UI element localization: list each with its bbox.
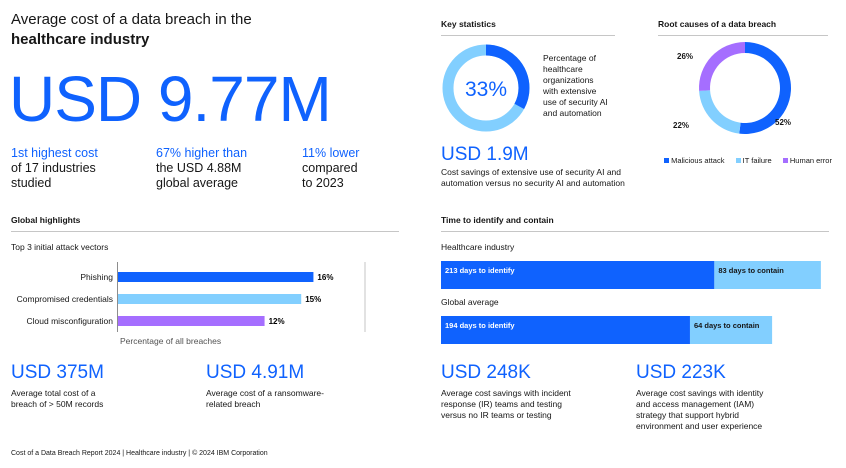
- fact-1-highlight: 1st highest cost: [11, 146, 98, 160]
- contain-bar-healthcare: [714, 261, 821, 289]
- stat-ir-teams: USD 248K Average cost savings with incid…: [441, 362, 571, 421]
- fact-2-line-3: global average: [156, 176, 239, 190]
- ai-desc-line: Percentage of: [543, 53, 596, 63]
- ai-usage-donut: 33%: [442, 44, 530, 132]
- fact-3: 11% lower compared to 2023: [302, 146, 359, 191]
- legend-label-human-error: Human error: [789, 156, 832, 165]
- ai-savings-description: Cost savings of extensive use of securit…: [441, 167, 625, 189]
- legend-swatch-human-error: [782, 158, 788, 163]
- stat-desc-line: related breach: [206, 399, 261, 409]
- legend-swatch-malicious: [664, 158, 669, 163]
- title-line-2: healthcare industry: [11, 31, 150, 48]
- stat-desc-line: breach of > 50M records: [11, 399, 104, 409]
- root-cause-slice-it-failure: [699, 90, 741, 134]
- fact-2-line-2: the USD 4.88M: [156, 161, 242, 175]
- ai-desc-line: and automation: [543, 108, 602, 118]
- time-chart: 213 days to identify 83 days to contain …: [441, 261, 821, 344]
- ai-savings-line: automation versus no security AI and aut…: [441, 178, 625, 188]
- vector-bar-phishing: [118, 272, 314, 282]
- root-cause-slice-human-error: [699, 42, 745, 91]
- stat-iam-value: USD 223K: [636, 362, 726, 383]
- fact-2-highlight: 67% higher than: [156, 146, 248, 160]
- ai-donut-value: 33%: [465, 78, 507, 101]
- stat-ransomware-desc: Average cost of a ransomware- related br…: [206, 388, 324, 410]
- root-cause-label-human-error: 26%: [677, 52, 693, 61]
- footer-text: Cost of a Data Breach Report 2024 | Heal…: [11, 450, 268, 457]
- headline-value: USD 9.77M: [9, 63, 332, 135]
- title-line-1: Average cost of a data breach in the: [11, 11, 252, 28]
- attack-vectors-chart: 16% 15% 12%: [117, 262, 366, 332]
- fact-1: 1st highest cost of 17 industries studie…: [11, 146, 98, 191]
- vector-label-phishing: Phishing: [80, 272, 113, 282]
- vector-value-credentials: 15%: [305, 295, 321, 304]
- legend-label-it-failure: IT failure: [742, 156, 772, 165]
- ai-donut-description: Percentage of healthcare organizations w…: [543, 53, 608, 119]
- identify-label-global: 194 days to identify: [445, 321, 515, 330]
- root-causes-legend: Malicious attack IT failure Human error: [664, 155, 832, 166]
- stat-desc-line: environment and user experience: [636, 421, 763, 431]
- stat-iam: USD 223K Average cost savings with ident…: [636, 362, 763, 432]
- stat-ransomware: USD 4.91M Average cost of a ransomware- …: [206, 362, 324, 410]
- global-highlights-heading: Global highlights: [11, 215, 81, 225]
- ai-savings-line: Cost savings of extensive use of securit…: [441, 167, 622, 177]
- fact-2: 67% higher than the USD 4.88M global ave…: [156, 146, 247, 191]
- ai-desc-line: healthcare: [543, 64, 583, 74]
- legend-label-malicious: Malicious attack: [671, 156, 725, 165]
- stat-ir-value: USD 248K: [441, 362, 531, 383]
- attack-vectors-heading: Top 3 initial attack vectors: [11, 242, 109, 252]
- contain-label-healthcare: 83 days to contain: [718, 266, 784, 275]
- stat-desc-line: Average cost of a ransomware-: [206, 388, 324, 398]
- identify-bar-healthcare: [441, 261, 715, 289]
- legend-swatch-it-failure: [735, 158, 741, 163]
- vector-axis-label: Percentage of all breaches: [120, 336, 222, 346]
- contain-label-global: 64 days to contain: [694, 321, 760, 330]
- root-causes-donut: 52% 22% 26%: [673, 42, 791, 134]
- key-stats-heading: Key statistics: [441, 19, 496, 29]
- vector-label-credentials: Compromised credentials: [16, 294, 113, 304]
- ai-savings-value: USD 1.9M: [441, 144, 529, 165]
- time-heading: Time to identify and contain: [441, 215, 554, 225]
- stat-records: USD 375M Average total cost of a breach …: [11, 362, 104, 410]
- vector-bar-credentials: [118, 294, 302, 304]
- stat-ir-desc: Average cost savings with incident respo…: [441, 388, 571, 421]
- vector-label-cloud: Cloud misconfiguration: [26, 316, 113, 326]
- root-causes-rule: [658, 35, 828, 36]
- root-causes-heading: Root causes of a data breach: [658, 19, 777, 29]
- time-group-label-healthcare: Healthcare industry: [441, 242, 515, 252]
- stat-desc-line: strategy that support hybrid: [636, 410, 740, 420]
- global-highlights-rule: [11, 231, 399, 232]
- stat-desc-line: Average total cost of a: [11, 388, 96, 398]
- ai-donut-arc: [442, 44, 530, 132]
- stat-desc-line: Average cost savings with identity: [636, 388, 764, 398]
- vector-value-phishing: 16%: [317, 273, 333, 282]
- fact-1-line-3: studied: [11, 176, 52, 190]
- key-stats-rule: [441, 35, 615, 36]
- stat-records-value: USD 375M: [11, 362, 104, 383]
- page-title: Average cost of a data breach in the hea…: [11, 10, 252, 50]
- fact-3-highlight: 11% lower: [302, 146, 360, 160]
- ai-desc-line: with extensive: [543, 86, 597, 96]
- stat-desc-line: Average cost savings with incident: [441, 388, 571, 398]
- vector-bar-cloud: [118, 316, 265, 326]
- root-cause-label-it-failure: 22%: [673, 121, 689, 130]
- fact-3-line-2: compared: [302, 161, 358, 175]
- identify-bar-global: [441, 316, 690, 344]
- stat-desc-line: response (IR) teams and testing: [441, 399, 562, 409]
- stat-desc-line: and access management (IAM): [636, 399, 755, 409]
- stat-desc-line: versus no IR teams or testing: [441, 410, 552, 420]
- ai-desc-line: organizations: [543, 75, 594, 85]
- root-cause-label-malicious: 52%: [775, 118, 791, 127]
- stat-records-desc: Average total cost of a breach of > 50M …: [11, 388, 104, 410]
- root-cause-slice-malicious: [739, 42, 791, 134]
- time-rule: [441, 231, 829, 232]
- ai-desc-line: use of security AI: [543, 97, 608, 107]
- vector-value-cloud: 12%: [269, 317, 285, 326]
- stat-ransomware-value: USD 4.91M: [206, 362, 305, 383]
- fact-1-line-2: of 17 industries: [11, 161, 96, 175]
- contain-bar-global: [689, 316, 773, 344]
- identify-label-healthcare: 213 days to identify: [445, 266, 515, 275]
- fact-3-line-3: to 2023: [302, 176, 344, 190]
- time-group-label-global: Global average: [441, 297, 499, 307]
- stat-iam-desc: Average cost savings with identity and a…: [636, 388, 763, 432]
